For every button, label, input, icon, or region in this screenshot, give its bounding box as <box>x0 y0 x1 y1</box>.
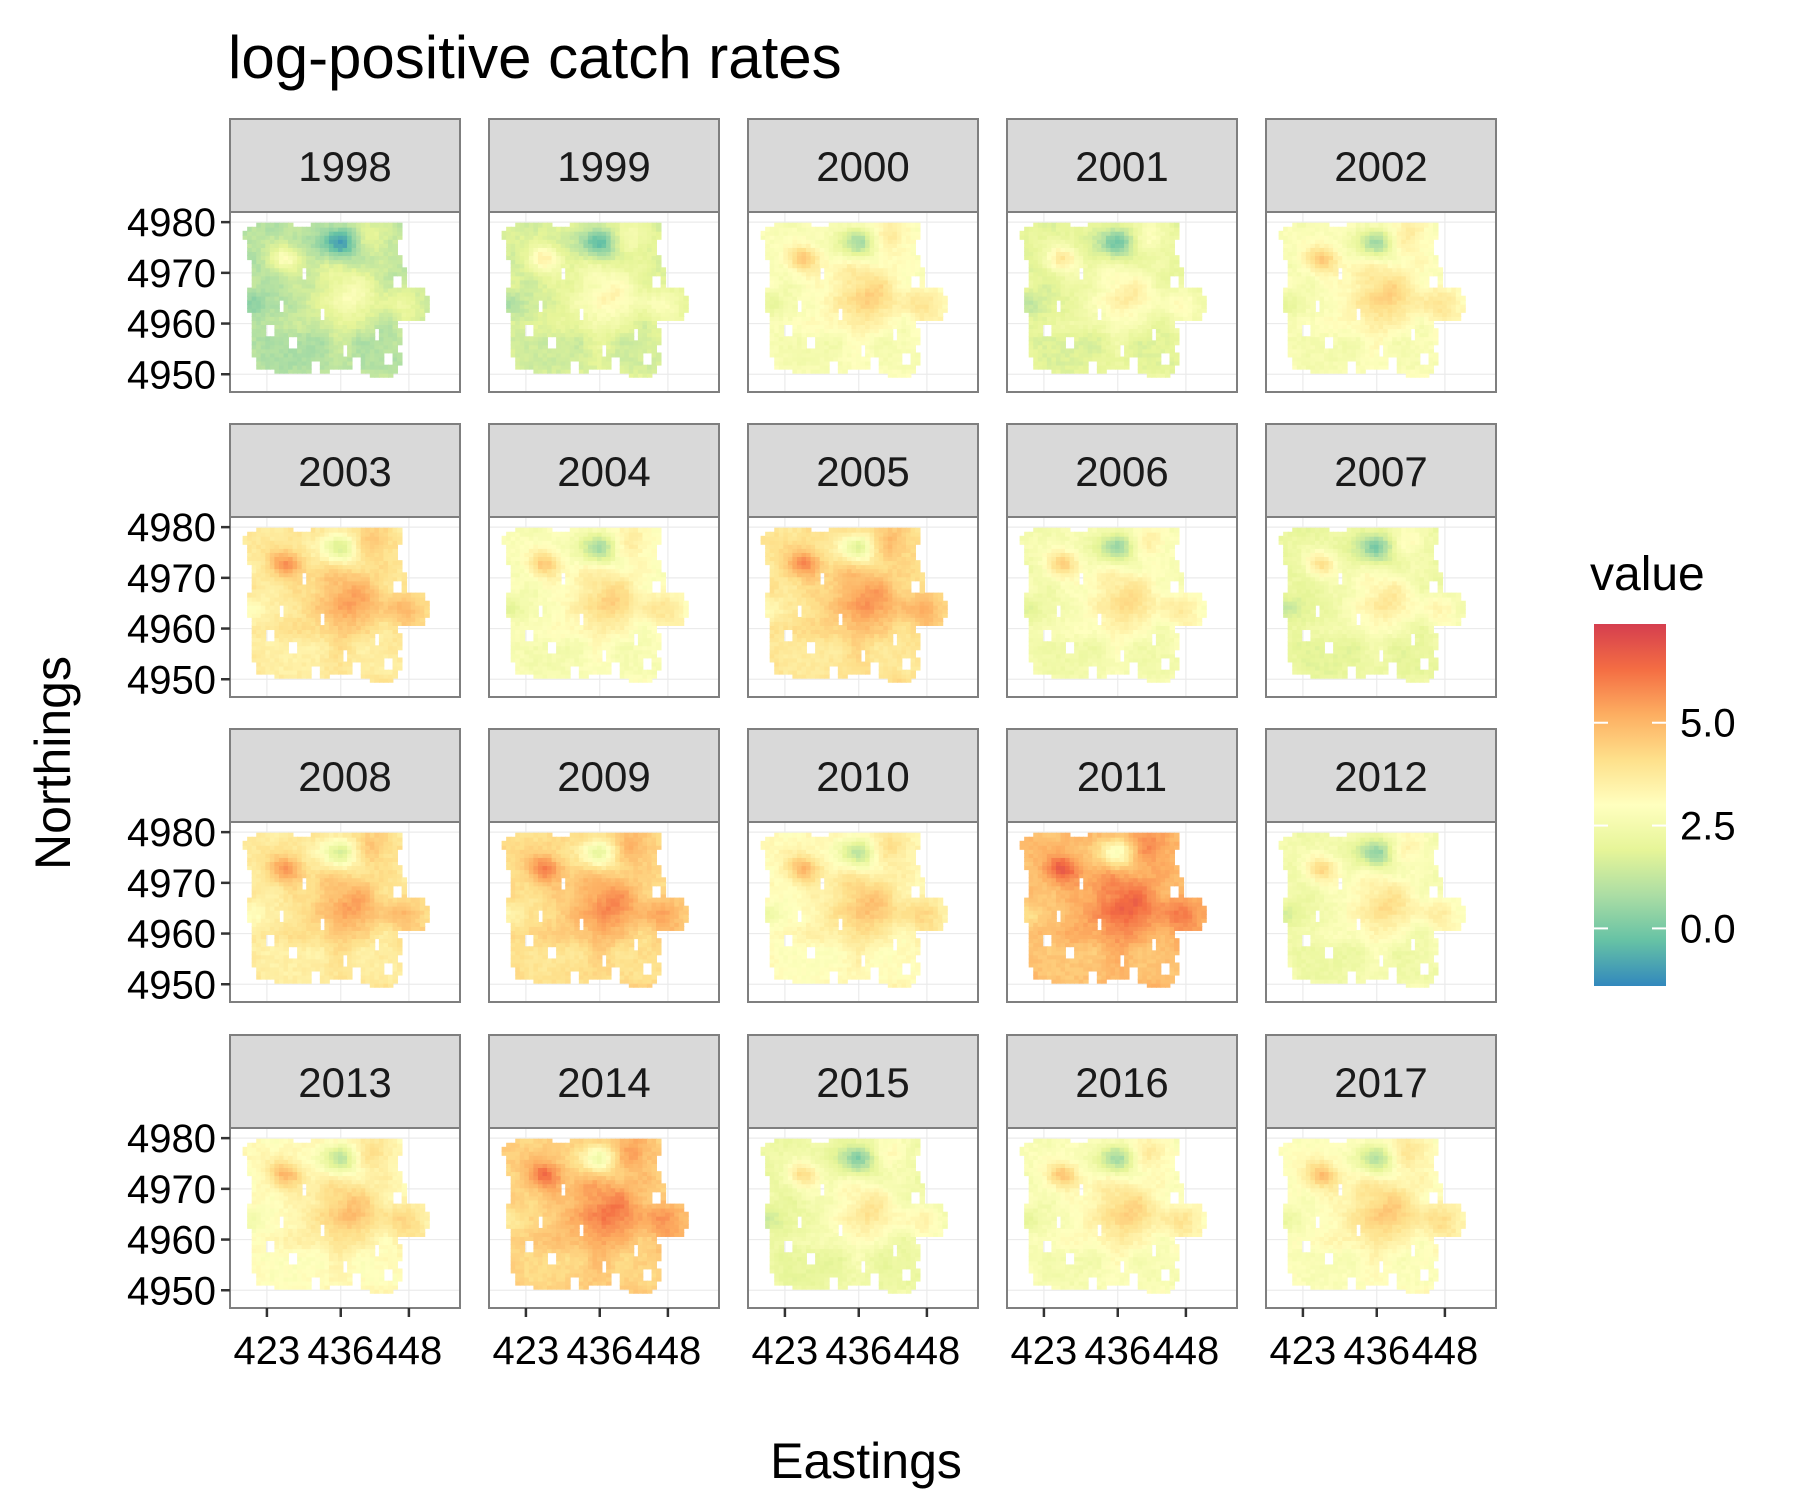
heat-cell <box>656 328 661 333</box>
chart-title: log-positive catch rates <box>228 24 842 91</box>
heat-cell <box>661 267 666 272</box>
facet-strip-label: 2001 <box>1075 143 1168 190</box>
heat-cell <box>942 296 947 301</box>
heat-cell <box>656 255 661 260</box>
heat-cell <box>420 288 425 293</box>
facet-strip-label: 2002 <box>1334 143 1427 190</box>
heat-cell <box>679 288 684 293</box>
facet-panel-1999: 1999 <box>489 119 719 392</box>
heat-cell <box>397 328 402 333</box>
facet-panel-1998: 1998 4950 4960 4970 4980 <box>127 119 460 397</box>
y-tick-label: 4950 <box>127 353 216 397</box>
heat-cell <box>683 296 688 301</box>
heat-cell <box>656 353 661 358</box>
heat-cell <box>1174 328 1179 333</box>
heat-cell <box>1201 296 1206 301</box>
heat-cell <box>915 328 920 333</box>
heat-cell <box>1174 353 1179 358</box>
heat-cell <box>938 288 943 293</box>
facet-strip-label: 1998 <box>298 143 391 190</box>
heat-cell <box>656 223 661 228</box>
heat-cell <box>397 223 402 228</box>
heat-cell <box>1174 255 1179 260</box>
facet-panel-2002: 2002 <box>1266 119 1496 392</box>
heat-cell <box>402 267 407 272</box>
heat-cell <box>915 255 920 260</box>
heat-cell <box>915 353 920 358</box>
heat-cell <box>1179 267 1184 272</box>
facet-panel-2000: 2000 <box>748 119 978 392</box>
heat-cell <box>424 296 429 301</box>
heat-cell <box>1174 223 1179 228</box>
heat-cell <box>915 223 920 228</box>
x-axis-title: Eastings <box>770 1433 962 1489</box>
y-tick-label: 4960 <box>127 303 216 347</box>
y-axis-title: Northings <box>25 656 81 870</box>
heat-cell <box>920 267 925 272</box>
facet-strip-label: 1999 <box>557 143 650 190</box>
facet-strip-label: 2000 <box>816 143 909 190</box>
heat-cell <box>397 353 402 358</box>
y-tick-label: 4970 <box>127 252 216 296</box>
y-tick-label: 4980 <box>127 201 216 245</box>
facet-panel-2001: 2001 <box>1007 119 1237 392</box>
heat-cell <box>1197 288 1202 293</box>
heat-cell <box>397 255 402 260</box>
